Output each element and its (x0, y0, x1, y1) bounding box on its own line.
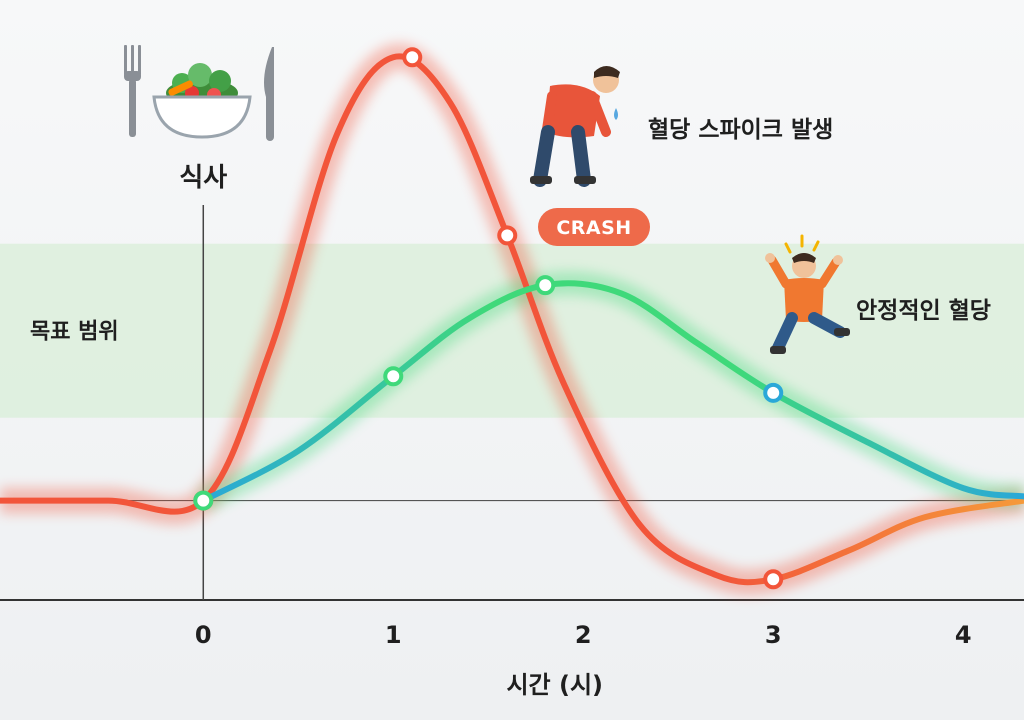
x-tick-label: 3 (765, 621, 782, 649)
crash-badge-text: CRASH (556, 217, 631, 239)
stable-point-marker (383, 366, 404, 387)
crash-badge: CRASH (538, 208, 650, 246)
x-axis-label: 시간 (시) (506, 671, 603, 699)
stable-curve-line (200, 280, 1024, 504)
stable-annotation-label: 안정적인 혈당 (856, 298, 991, 324)
spike-curve-line (0, 53, 1024, 586)
stable-point-marker (763, 382, 784, 403)
target-range-label: 목표 범위 (30, 320, 119, 345)
tired-person-icon (530, 66, 620, 187)
meal-label: 식사 (179, 163, 227, 193)
jumping-person-icon (765, 234, 850, 354)
x-tick-label: 2 (575, 621, 592, 649)
x-tick-label: 4 (955, 621, 972, 649)
spike-point-marker (402, 47, 423, 68)
spike-point-marker (763, 569, 784, 590)
x-tick-label: 0 (195, 621, 212, 649)
stable-point-marker (193, 490, 214, 511)
stable-point-marker (535, 275, 556, 296)
x-tick-label: 1 (385, 621, 402, 649)
spike-point-marker (497, 225, 518, 246)
salad-bowl-with-fork-and-knife-icon (124, 45, 274, 141)
spike-annotation-label: 혈당 스파이크 발생 (648, 117, 833, 143)
